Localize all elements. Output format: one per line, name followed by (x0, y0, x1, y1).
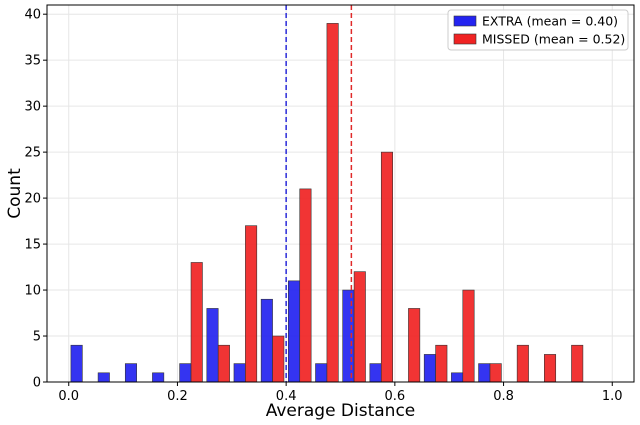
y-tick-label: 15 (24, 238, 41, 253)
bar-extra (206, 308, 219, 383)
ticks-layer: 0.0 0.2 0.4 0.6 0.8 1.0 0 5 10 15 20 25 30 35 40 (24, 8, 622, 404)
legend-swatch-extra (453, 15, 477, 27)
bar-missed (571, 344, 584, 383)
mean-lines-layer (285, 5, 353, 382)
grid-layer (47, 5, 634, 383)
x-tick-label: 0.8 (493, 389, 514, 404)
bar-missed (299, 188, 312, 383)
bar-extra (260, 298, 273, 383)
y-tick-label: 0 (33, 376, 41, 391)
x-tick-label: 0.6 (385, 389, 406, 404)
bar-missed (435, 344, 448, 383)
bar-missed (326, 23, 339, 383)
bar-extra (179, 363, 192, 383)
bar-extra (369, 363, 382, 383)
y-tick-label: 30 (24, 100, 41, 115)
x-tick-label: 0.2 (167, 389, 188, 404)
y-tick-label: 40 (24, 8, 41, 23)
plot-frame (46, 4, 635, 383)
bar-extra (97, 372, 110, 383)
y-tick-label: 10 (24, 284, 41, 299)
bar-missed (217, 344, 230, 383)
bar-extra (152, 372, 165, 383)
legend: EXTRA (mean = 0.40) MISSED (mean = 0.52) (447, 9, 629, 51)
bar-missed (516, 344, 529, 383)
bar-missed (462, 289, 475, 383)
legend-swatch-missed (453, 33, 477, 45)
legend-label-missed: MISSED (mean = 0.52) (482, 32, 625, 47)
bar-extra (478, 363, 491, 383)
bar-missed (190, 262, 203, 383)
bar-missed (544, 354, 557, 383)
y-axis-title: Count (5, 168, 25, 219)
x-axis-title: Average Distance (266, 401, 416, 421)
x-tick-label: 0.0 (58, 389, 79, 404)
bars-layer (70, 23, 584, 383)
bar-missed (272, 335, 285, 383)
bar-missed (489, 363, 502, 383)
bar-extra (124, 363, 137, 383)
bar-extra (423, 354, 436, 383)
y-tick-label: 25 (24, 146, 41, 161)
bar-missed (408, 308, 421, 383)
y-tick-label: 35 (24, 54, 41, 69)
bar-missed (353, 271, 366, 383)
bar-missed (245, 225, 258, 383)
bar-extra (70, 344, 83, 383)
bar-extra (451, 372, 464, 383)
bar-extra (342, 289, 355, 383)
bar-extra (233, 363, 246, 383)
bar-missed (380, 151, 393, 383)
x-tick-label: 1.0 (602, 389, 623, 404)
bar-extra (315, 363, 328, 383)
x-tick-label: 0.4 (276, 389, 297, 404)
legend-box (447, 9, 629, 51)
legend-label-extra: EXTRA (mean = 0.40) (482, 14, 618, 29)
y-tick-label: 20 (24, 192, 41, 207)
y-tick-label: 5 (33, 330, 41, 345)
bar-extra (288, 280, 301, 383)
